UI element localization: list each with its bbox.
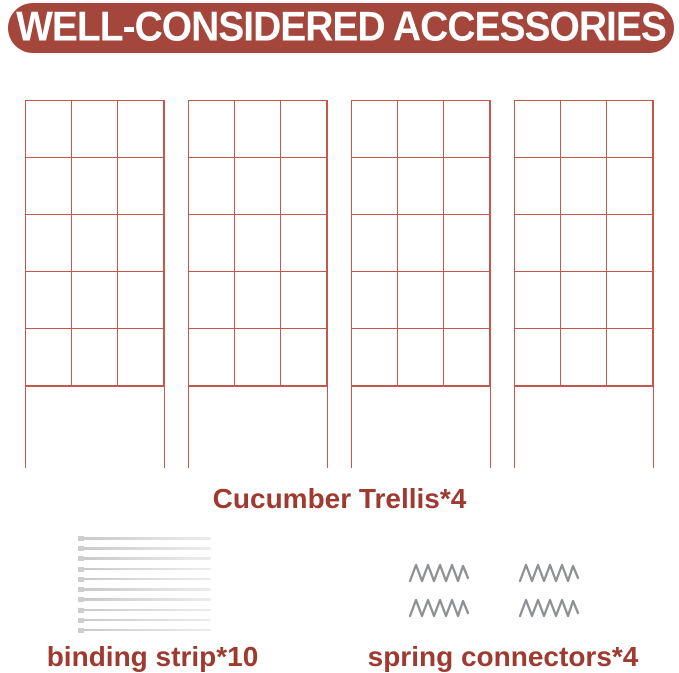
trellis-grid xyxy=(188,100,328,387)
binding-strip-icon xyxy=(78,556,211,562)
trellis-grid xyxy=(25,100,165,387)
trellis-leg xyxy=(25,387,26,468)
trellis-leg xyxy=(327,387,328,468)
trellis-panel xyxy=(514,100,654,468)
binding-strip-icon xyxy=(78,597,211,603)
trellis-grid xyxy=(351,100,491,387)
binding-strip-icon xyxy=(78,576,211,582)
trellis-panel xyxy=(188,100,328,468)
binding-strips-label: binding strip*10 xyxy=(46,641,259,672)
binding-strip-icon xyxy=(78,536,211,541)
trellis-leg xyxy=(653,387,654,468)
spring-connector-icon xyxy=(518,598,580,618)
trellis-panel xyxy=(351,100,491,468)
trellis-leg xyxy=(351,387,352,468)
spring-connectors-graphic xyxy=(408,561,582,621)
spring-connectors-label: spring connectors*4 xyxy=(367,641,639,672)
trellis-row xyxy=(25,100,654,468)
binding-strip-icon xyxy=(78,566,211,572)
trellis-leg xyxy=(188,387,189,468)
binding-strip-icon xyxy=(78,617,211,623)
binding-strip-icon xyxy=(78,546,211,552)
binding-strip-icon xyxy=(78,587,211,593)
trellis-grid xyxy=(514,100,654,387)
binding-strip-icon xyxy=(78,607,211,613)
trellis-panel xyxy=(25,100,165,468)
trellis-leg xyxy=(514,387,515,468)
header-banner: WELL-CONSIDERED ACCESSORIES xyxy=(8,3,674,53)
trellis-leg xyxy=(164,387,165,468)
binding-strip-icon xyxy=(78,627,211,633)
spring-connector-icon xyxy=(408,598,470,618)
trellis-label: Cucumber Trellis*4 xyxy=(212,483,467,514)
page-title: WELL-CONSIDERED ACCESSORIES xyxy=(16,4,667,51)
spring-connector-icon xyxy=(408,563,470,583)
spring-connector-icon xyxy=(518,563,580,583)
trellis-leg xyxy=(490,387,491,468)
binding-strips-graphic xyxy=(78,536,211,633)
